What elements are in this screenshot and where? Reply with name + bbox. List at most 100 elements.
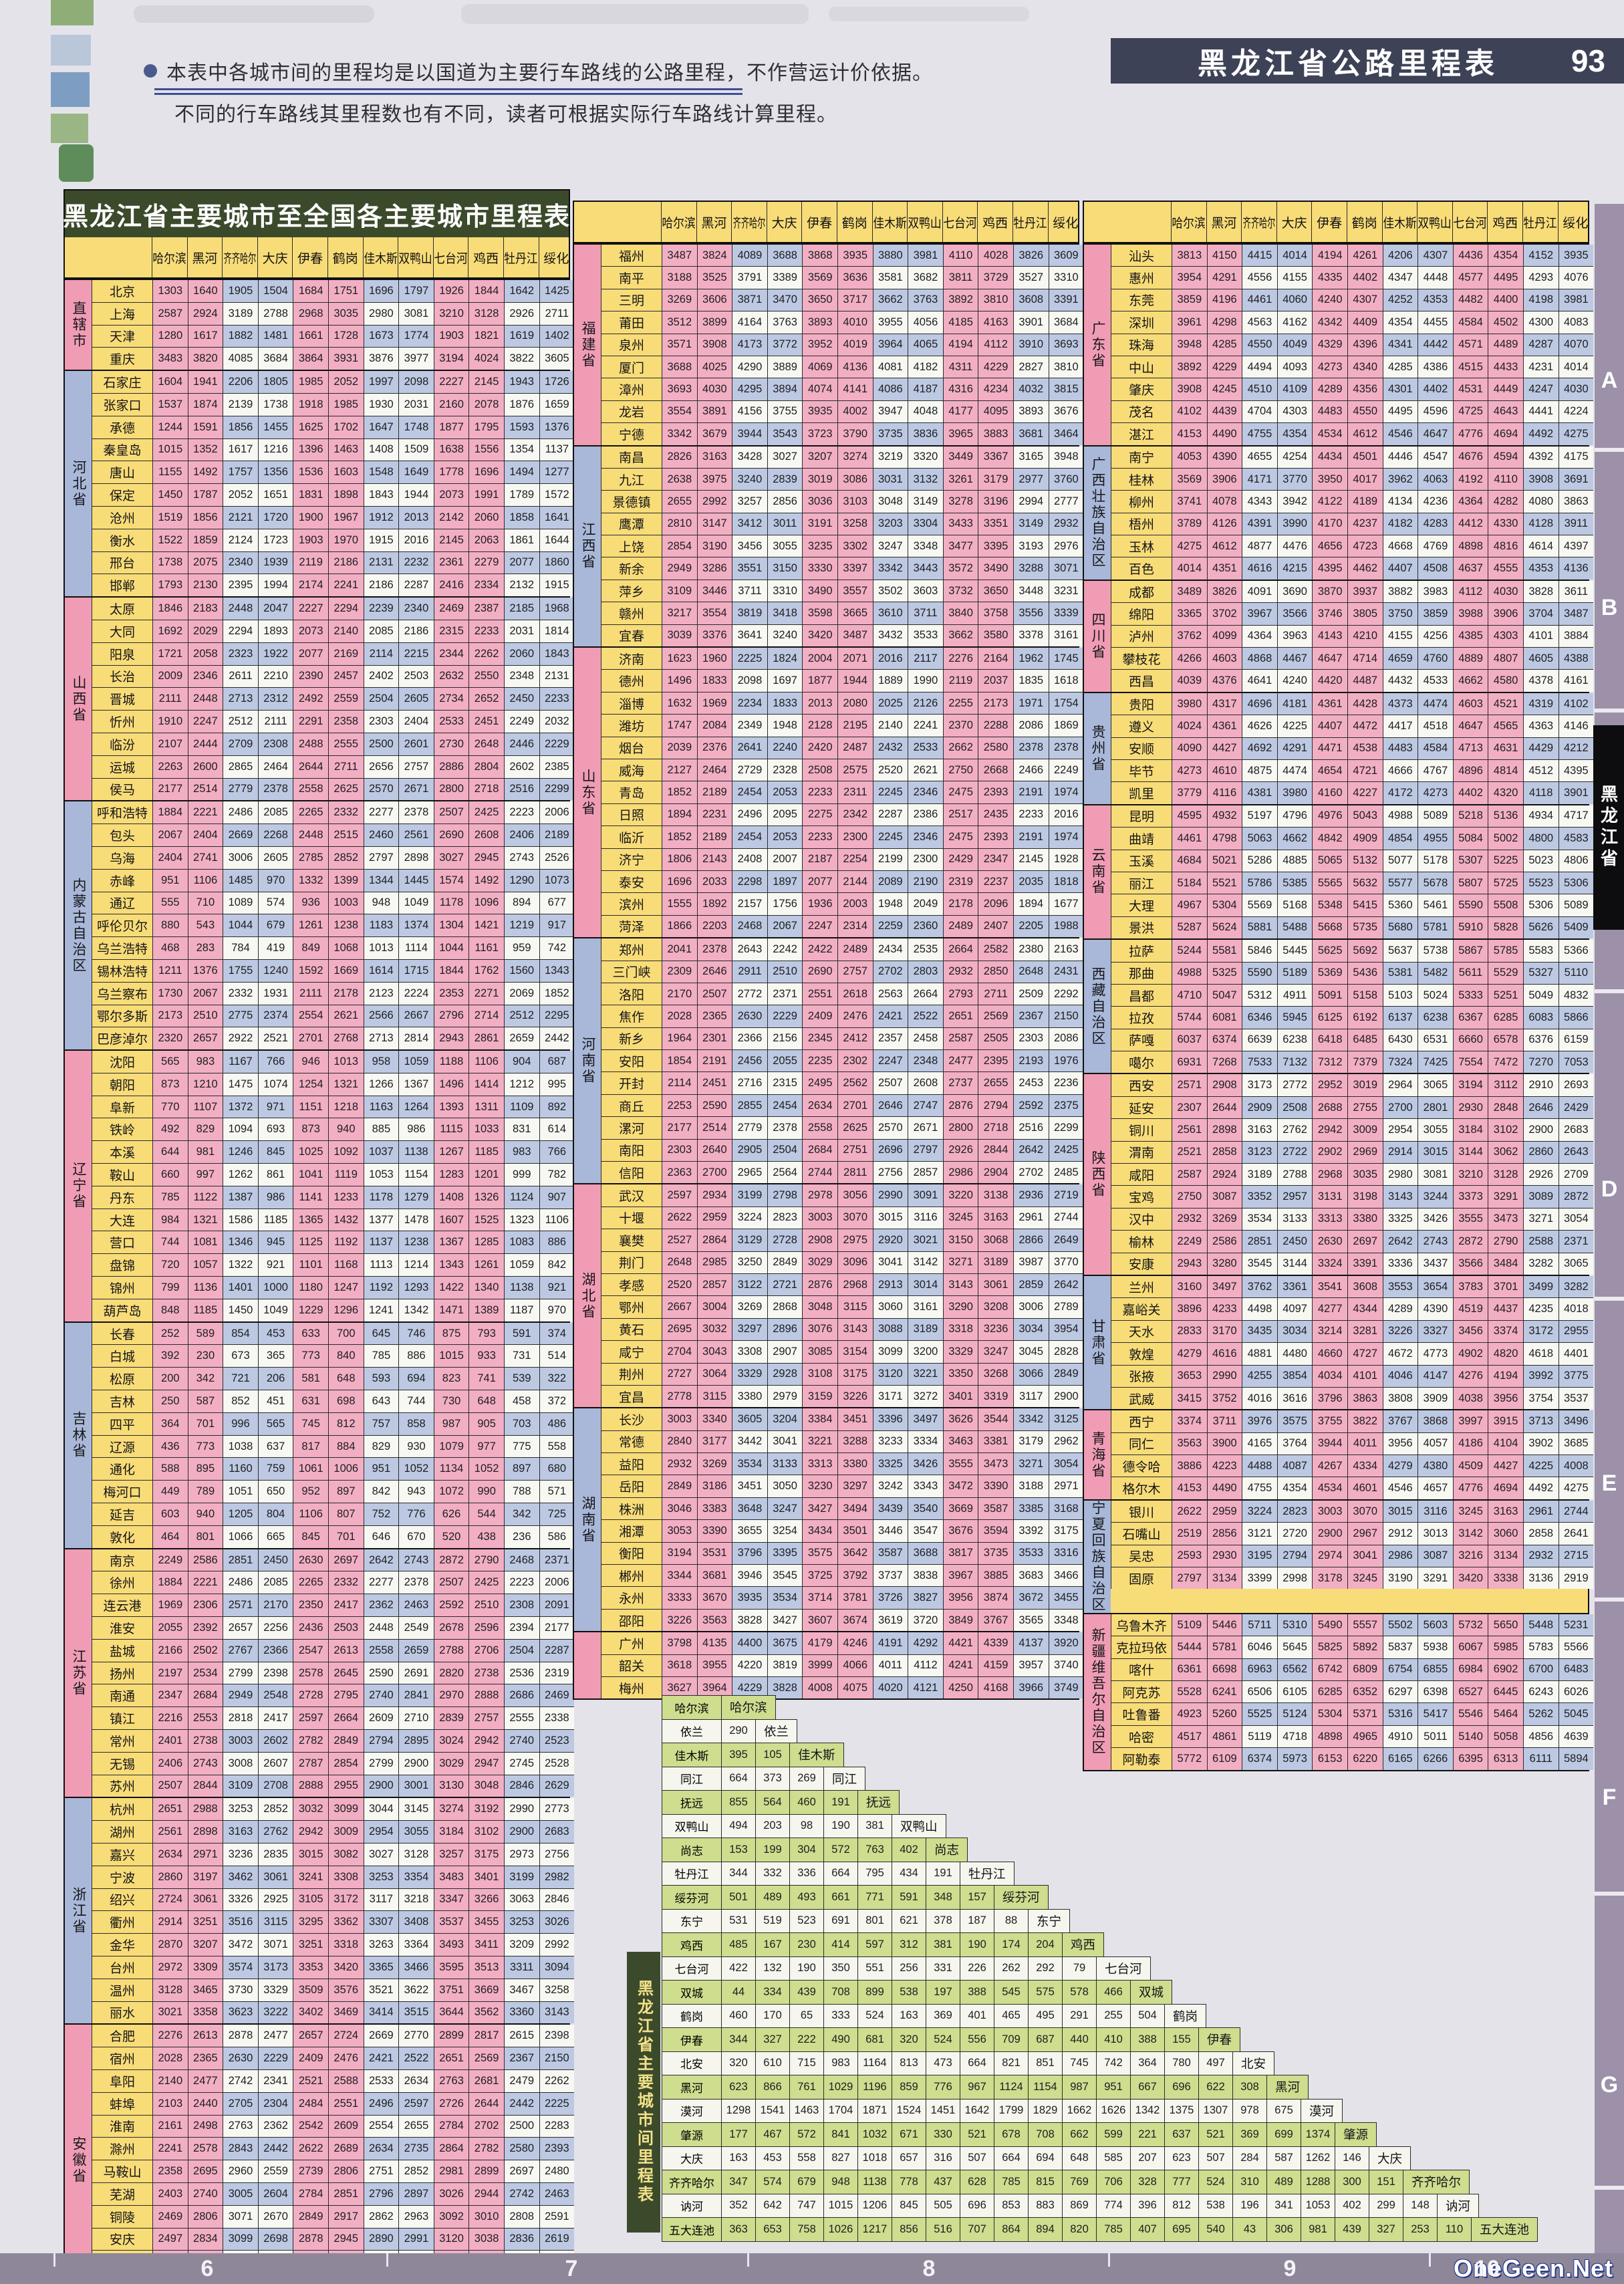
distance-cell: 3931 bbox=[327, 348, 364, 370]
distance-cell: 3397 bbox=[837, 557, 873, 580]
distance-cell: 2797 bbox=[363, 846, 399, 869]
distance-cell: 2086 bbox=[1012, 715, 1049, 737]
triangle-distance-cell: 489 bbox=[1266, 2170, 1301, 2194]
distance-cell: 555 bbox=[152, 892, 188, 914]
distance-cell: 4076 bbox=[1558, 267, 1594, 289]
distance-cell: 5002 bbox=[1488, 828, 1523, 850]
distance-cell: 4637 bbox=[1452, 557, 1488, 580]
table-row: 咸宁 2704 3043 3308 2907 3085 3154 3099 3200 3329 32… bbox=[601, 1340, 1084, 1363]
distance-cell: 3944 bbox=[1312, 1432, 1347, 1455]
distance-cell: 2239 bbox=[363, 598, 399, 620]
distance-cell: 3976 bbox=[1242, 1410, 1277, 1432]
distance-cell: 3688 bbox=[767, 245, 803, 267]
header-spacer bbox=[1084, 202, 1171, 242]
distance-cell: 1450 bbox=[152, 484, 188, 506]
distance-cell: 4643 bbox=[1488, 400, 1523, 423]
distance-cell: 2756 bbox=[872, 1162, 908, 1184]
distance-cell: 4409 bbox=[1347, 311, 1383, 334]
distance-cell: 539 bbox=[503, 1368, 539, 1390]
distance-cell: 1218 bbox=[327, 1096, 364, 1118]
distance-cell: 1025 bbox=[293, 1141, 328, 1164]
distance-cell: 3465 bbox=[187, 1979, 223, 2001]
distance-cell: 2846 bbox=[539, 1888, 575, 1911]
distance-cell: 1892 bbox=[696, 893, 732, 915]
distance-cell: 4316 bbox=[942, 378, 978, 400]
map-fragment bbox=[59, 144, 94, 182]
distance-cell: 3362 bbox=[327, 1911, 364, 1934]
distance-cell: 3980 bbox=[1172, 692, 1207, 715]
distance-cell: 770 bbox=[152, 1096, 188, 1118]
distance-cell: 2367 bbox=[503, 2047, 539, 2069]
distance-cell: 1356 bbox=[257, 461, 293, 484]
distance-cell: 2504 bbox=[503, 1639, 539, 1662]
triangle-distance-cell: 1026 bbox=[823, 2217, 858, 2242]
distance-cell: 2932 bbox=[662, 1453, 697, 1475]
distance-cell: 1496 bbox=[662, 670, 697, 692]
distance-cell: 5583 bbox=[1522, 940, 1559, 962]
distance-cell: 1720 bbox=[257, 506, 293, 529]
distance-cell: 1079 bbox=[433, 1435, 469, 1458]
distance-cell: 3691 bbox=[1558, 468, 1594, 491]
distance-cell: 2600 bbox=[187, 755, 223, 778]
distance-cell: 2632 bbox=[433, 665, 469, 688]
distance-cell: 3908 bbox=[1172, 378, 1207, 400]
distance-cell: 2161 bbox=[152, 2115, 188, 2138]
distance-cell: 2621 bbox=[908, 759, 943, 781]
page-title: 黑龙江省公路里程表 bbox=[1198, 47, 1498, 80]
distance-cell: 4710 bbox=[1172, 984, 1207, 1007]
table-row: 西安 2571 2908 3173 2772 2952 3019 2964 3065 3194 31… bbox=[1111, 1074, 1594, 1096]
column-header-label: 七台河 bbox=[1453, 216, 1487, 231]
triangle-distance-cell: 490 bbox=[823, 2027, 858, 2052]
intercity-triangle-table: 哈尔滨 哈尔滨 依兰 290 依兰 佳木斯 395 105 佳木斯 同江 664 373 269 同江 抚远… bbox=[662, 1695, 1538, 2242]
distance-cell: 6046 bbox=[1242, 1636, 1277, 1658]
distance-cell: 1903 bbox=[293, 529, 328, 551]
distance-cell: 3906 bbox=[1488, 603, 1523, 625]
distance-cell: 4694 bbox=[1488, 1477, 1523, 1499]
distance-cell: 2362 bbox=[363, 1594, 399, 1617]
distance-cell: 3467 bbox=[503, 1979, 539, 2001]
table-row: 日照 1894 2231 2496 2095 2275 2342 2287 2386 2517 24… bbox=[601, 803, 1084, 826]
distance-cell: 2648 bbox=[662, 1251, 697, 1273]
table-row: 锦州 799 1136 1401 1000 1180 1247 1192 1293 1422 134… bbox=[92, 1276, 575, 1299]
distance-cell: 2611 bbox=[223, 665, 258, 688]
distance-cell: 3011 bbox=[767, 513, 803, 535]
city-label: 广州 bbox=[601, 1632, 662, 1654]
city-label: 宜春 bbox=[601, 624, 662, 647]
distance-cell: 3908 bbox=[696, 334, 732, 356]
distance-cell: 2514 bbox=[696, 1117, 732, 1139]
distance-cell: 2566 bbox=[363, 1005, 399, 1027]
distance-cell: 3102 bbox=[468, 1821, 504, 1843]
distance-cell: 2549 bbox=[398, 1617, 434, 1639]
distance-cell: 2349 bbox=[732, 715, 767, 737]
distance-cell: 2279 bbox=[468, 551, 504, 574]
table-row: 唐山 1155 1492 1757 1356 1536 1603 1548 1649 1778 16… bbox=[92, 461, 575, 484]
triangle-distance-cell: 310 bbox=[1232, 2170, 1267, 2194]
distance-cell: 2693 bbox=[1558, 1074, 1594, 1096]
table-row: 郑州 2041 2378 2643 2242 2422 2489 2434 2535 2664 25… bbox=[601, 938, 1084, 961]
distance-cell: 2514 bbox=[187, 778, 223, 801]
distance-cell: 2507 bbox=[433, 801, 469, 824]
distance-cell: 4030 bbox=[1488, 580, 1523, 603]
table-row: 梅河口 449 789 1051 650 952 897 842 943 1072 990 788 57… bbox=[92, 1480, 575, 1503]
triangle-distance-cell: 1018 bbox=[857, 2146, 892, 2170]
distance-cell: 2229 bbox=[539, 733, 575, 755]
distance-cell: 5124 bbox=[1276, 1703, 1313, 1725]
distance-cell: 5867 bbox=[1452, 940, 1488, 962]
column-header-label: 哈尔滨 bbox=[152, 251, 186, 266]
distance-cell: 3082 bbox=[327, 1843, 364, 1866]
distance-cell: 3092 bbox=[433, 2205, 469, 2228]
distance-cell: 2295 bbox=[539, 1005, 575, 1027]
distance-cell: 2177 bbox=[662, 1117, 697, 1139]
distance-cell: 1852 bbox=[539, 982, 575, 1005]
distance-cell: 897 bbox=[327, 1481, 364, 1503]
distance-cell: 3981 bbox=[1558, 289, 1594, 311]
distance-cell: 3569 bbox=[802, 267, 837, 289]
distance-cell: 1964 bbox=[662, 1027, 697, 1050]
mileage-table-middle: 哈尔滨 黑河 齐齐哈尔 大庆 伊春 鹤岗 佳木斯 双鸭山 七台河 鸡西 牡丹江 绥化 福建省 福州 3487… bbox=[573, 201, 1084, 1700]
distance-cell: 3208 bbox=[978, 1296, 1013, 1318]
distance-cell: 3999 bbox=[802, 1654, 837, 1676]
distance-cell: 4231 bbox=[1522, 356, 1559, 378]
distance-cell: 458 bbox=[503, 1390, 539, 1412]
distance-cell: 2864 bbox=[433, 2138, 469, 2160]
distance-cell: 4911 bbox=[1276, 984, 1313, 1007]
